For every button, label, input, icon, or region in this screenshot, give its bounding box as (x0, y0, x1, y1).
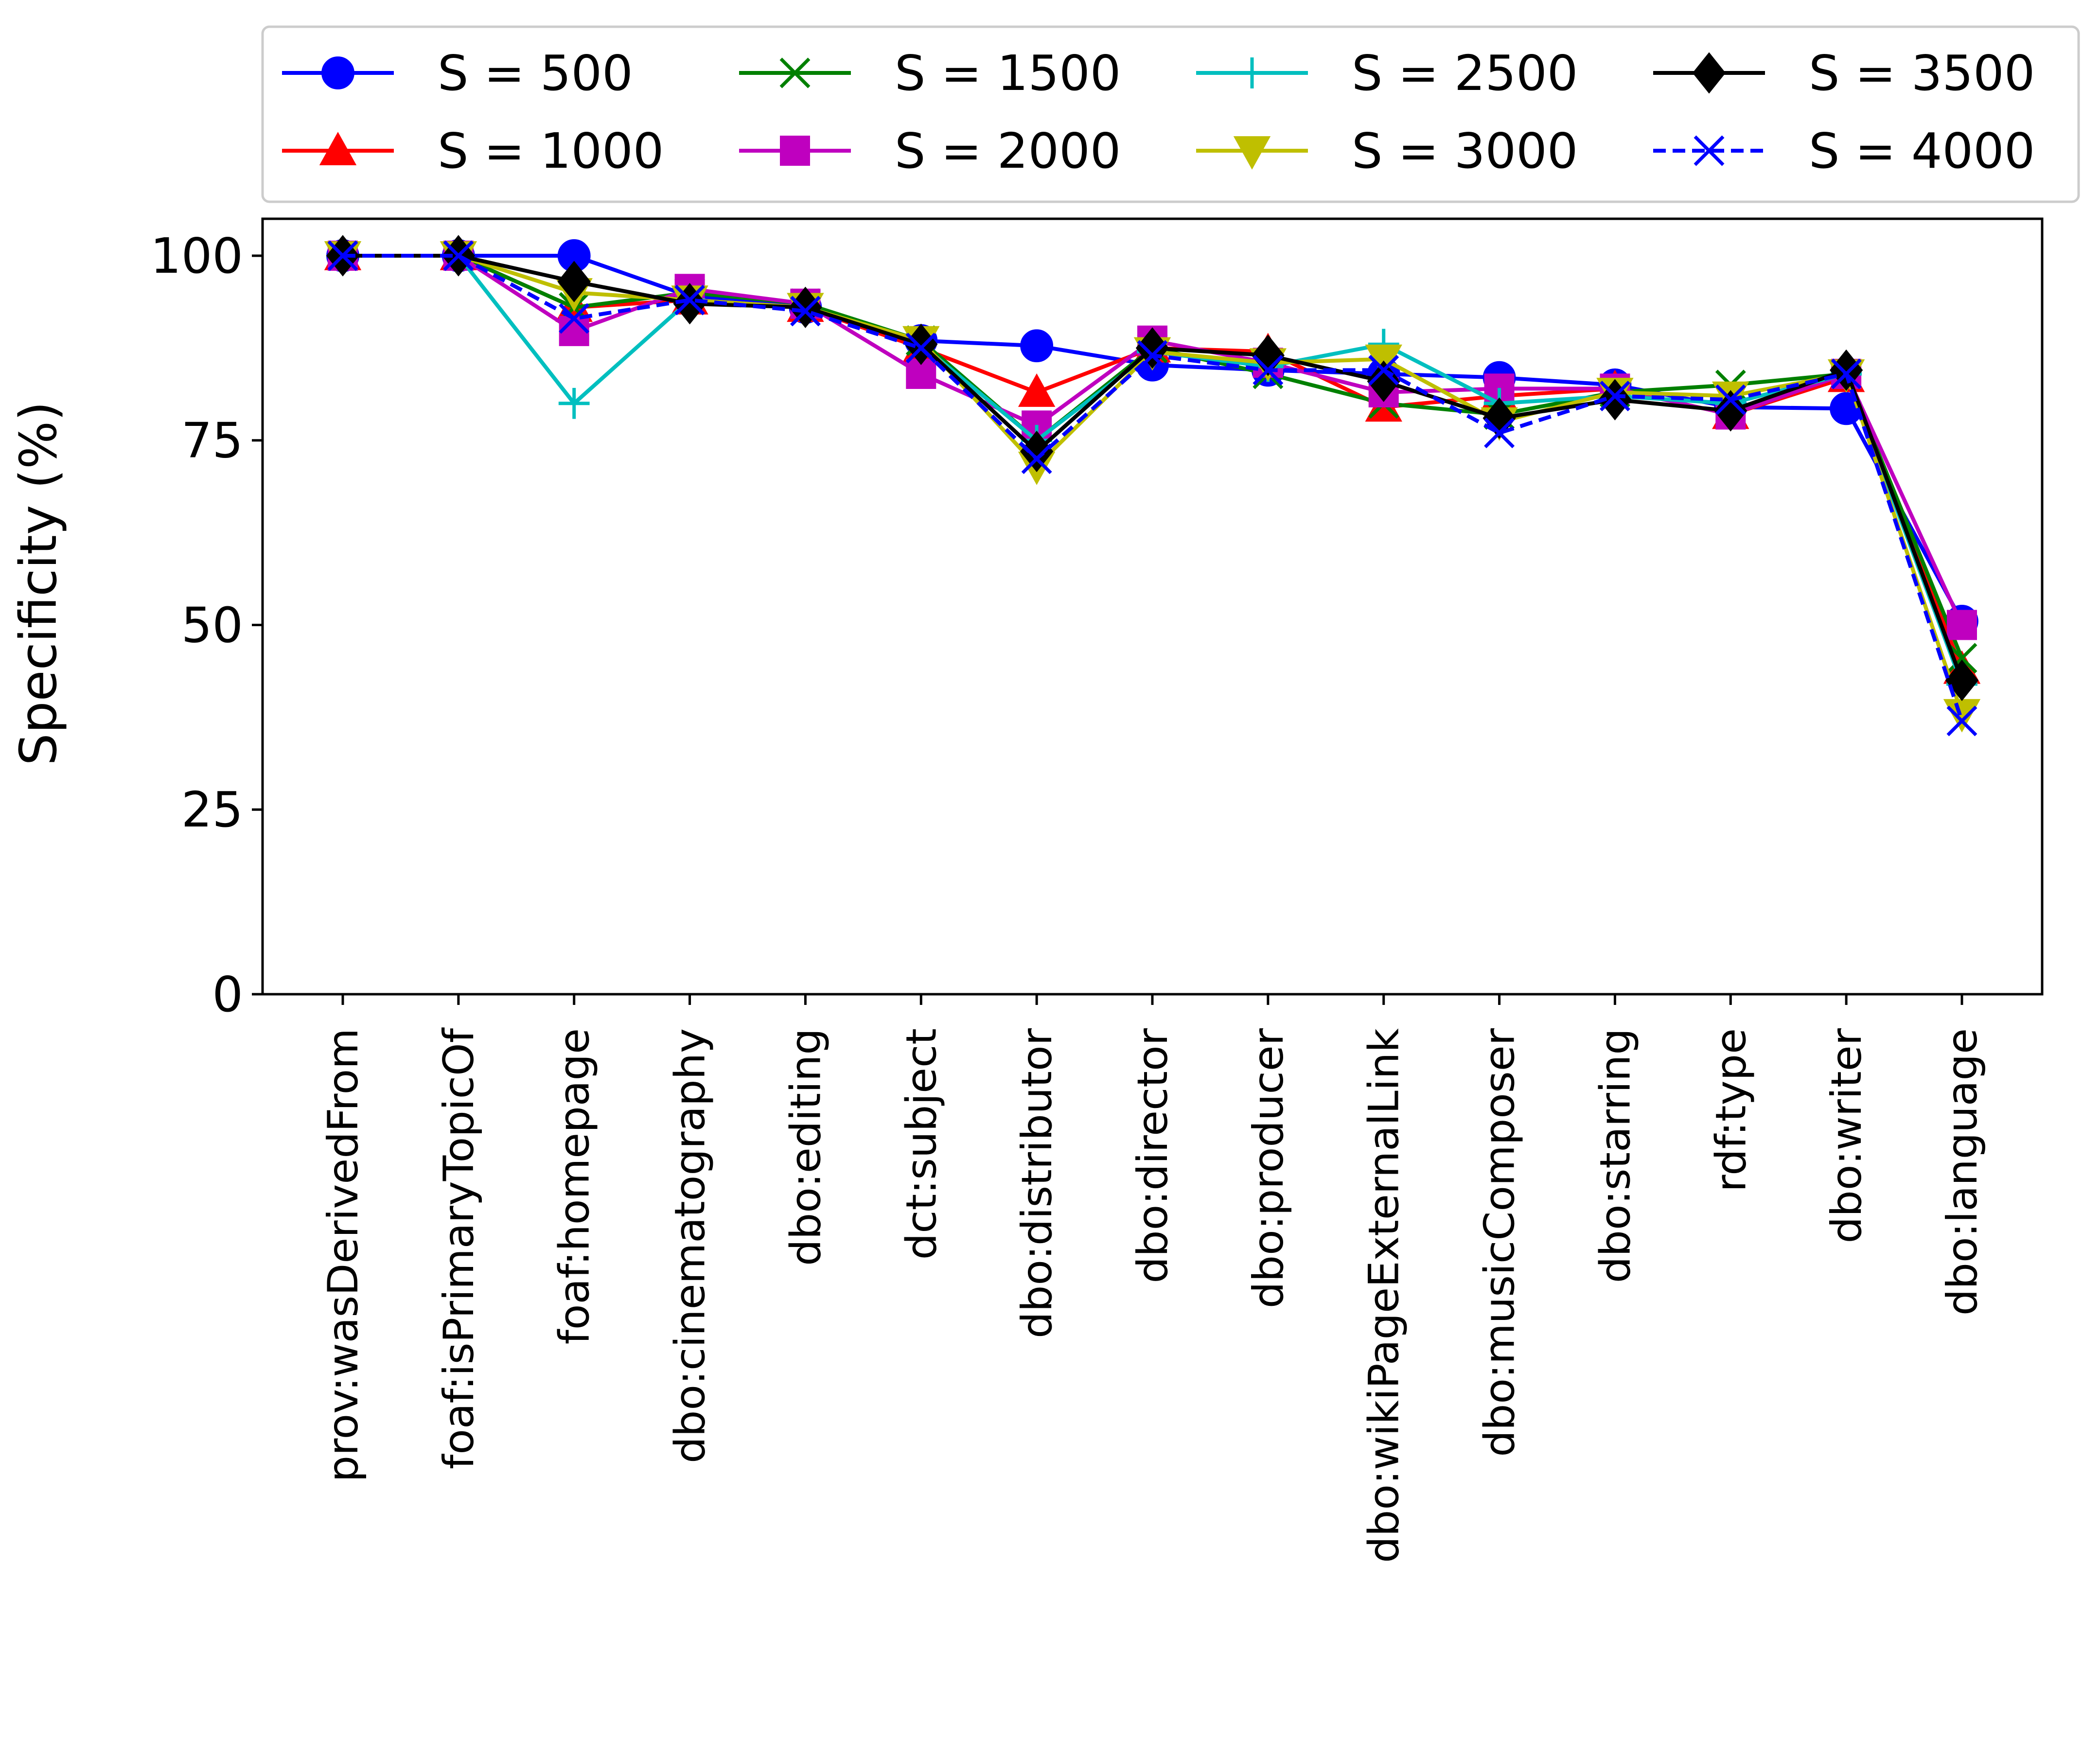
data-point (327, 240, 358, 271)
data-point (1831, 358, 1862, 389)
data-point (1484, 418, 1515, 448)
legend-label: S = 3500 (1809, 45, 2035, 102)
data-point (1020, 430, 1054, 473)
legend-marker (1236, 57, 1268, 88)
data-point (790, 296, 821, 327)
y-tick-label: 0 (212, 966, 243, 1023)
legend-label: S = 2000 (895, 123, 1121, 179)
legend-entry: S = 4000 (1653, 123, 2035, 179)
series-6 (326, 235, 1979, 702)
legend-label: S = 3000 (1352, 123, 1578, 179)
y-tick-label: 75 (181, 412, 243, 469)
y-tick-label: 100 (150, 228, 243, 284)
legend-label: S = 1500 (895, 45, 1121, 102)
data-point (673, 283, 706, 325)
legend-label: S = 500 (438, 45, 633, 102)
legend-entry: S = 1500 (739, 45, 1121, 102)
x-tick-label: dbo:wikiPageExternalLink (1360, 1028, 1409, 1563)
data-point (1020, 329, 1054, 363)
series-7 (327, 240, 1977, 737)
data-point (1945, 659, 1979, 702)
legend-entry: S = 3500 (1653, 45, 2035, 102)
legend-entry: S = 2500 (1196, 45, 1578, 102)
data-point (1946, 705, 1977, 737)
x-tick-label: dbo:language (1938, 1028, 1987, 1316)
x-tick-label: dbo:distributor (1013, 1028, 1061, 1338)
data-point (1482, 397, 1516, 439)
data-point (443, 240, 474, 271)
legend-marker (1694, 135, 1725, 166)
legend-label: S = 4000 (1809, 123, 2035, 179)
data-point (559, 303, 590, 334)
data-point (557, 261, 591, 302)
legend-marker (1233, 136, 1271, 170)
data-point (1714, 390, 1747, 432)
y-tick-label: 25 (181, 781, 243, 838)
x-tick-label: foaf:homepage (550, 1028, 599, 1344)
legend-marker (321, 56, 354, 89)
data-point (905, 333, 936, 364)
legend-entry: S = 2000 (739, 123, 1121, 179)
data-point (1599, 381, 1630, 412)
data-point (1018, 373, 1056, 407)
x-axis: prov:wasDerivedFrom foaf:isPrimaryTopicOf… (319, 994, 1987, 1563)
legend-entry: S = 500 (282, 45, 633, 102)
legend-entry: S = 1000 (282, 123, 664, 179)
y-axis-label: Specificity (%) (9, 401, 68, 765)
legend: S = 500 S = 1000 S = 1500 S = 2000 S = 2500 S… (261, 25, 2080, 203)
legend-box (261, 25, 2080, 203)
legend-entry: S = 3000 (1196, 123, 1578, 179)
x-tick-label: rdf:type (1707, 1028, 1755, 1192)
data-point (1367, 360, 1400, 402)
data-point (1947, 610, 1977, 640)
x-tick-label: dbo:director (1129, 1028, 1177, 1283)
data-point (1368, 354, 1399, 386)
x-tick-label: dct:subject (897, 1028, 946, 1260)
data-point (1137, 340, 1168, 371)
data-point (674, 284, 706, 316)
data-point (1946, 643, 1977, 674)
data-point (1253, 354, 1284, 386)
legend-label: S = 1000 (438, 123, 664, 179)
legend-label: S = 2500 (1352, 45, 1578, 102)
plot-area (261, 217, 2044, 996)
legend-marker (780, 136, 810, 166)
x-tick-label: dbo:musicComposer (1476, 1028, 1524, 1457)
legend-marker (319, 132, 357, 165)
x-tick-label: dbo:starring (1591, 1028, 1640, 1283)
data-point (559, 316, 589, 346)
legend-marker (779, 57, 811, 88)
x-tick-label: prov:wasDerivedFrom (319, 1028, 368, 1482)
x-tick-label: dbo:editing (781, 1028, 830, 1266)
x-tick-label: dbo:cinematography (666, 1028, 715, 1463)
y-tick-label: 50 (181, 597, 243, 653)
data-point (558, 387, 590, 419)
data-point (1715, 384, 1746, 415)
x-tick-label: foaf:isPrimaryTopicOf (435, 1027, 483, 1469)
x-tick-label: dbo:producer (1244, 1028, 1293, 1308)
legend-marker (1692, 52, 1726, 94)
x-tick-label: dbo:writer (1822, 1028, 1871, 1243)
data-point (1598, 379, 1632, 421)
data-point (1021, 443, 1052, 475)
y-axis: 0 25 50 75 100 (150, 228, 263, 1023)
data-point (1251, 334, 1285, 376)
